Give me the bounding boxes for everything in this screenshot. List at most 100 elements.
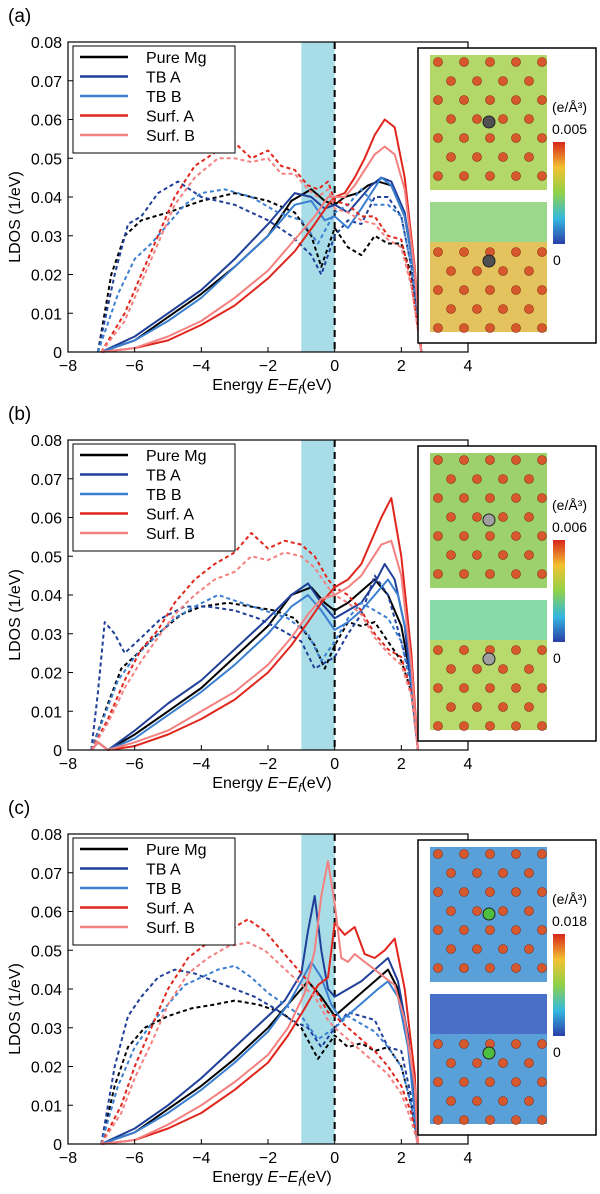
atom-marker xyxy=(433,531,443,541)
atom-marker xyxy=(446,664,456,674)
atom-marker xyxy=(446,76,456,86)
atom-marker xyxy=(524,474,534,484)
colorbar-max-label: 0.006 xyxy=(552,519,587,535)
atom-marker xyxy=(459,925,469,935)
atom-marker xyxy=(498,512,508,522)
x-tick-label: −2 xyxy=(259,358,277,375)
series-pure-mg-solid xyxy=(90,578,419,751)
atom-marker xyxy=(498,152,508,162)
atom-marker xyxy=(446,944,456,954)
atom-marker xyxy=(537,645,547,655)
atom-marker xyxy=(485,963,495,973)
legend-label: Pure Mg xyxy=(146,50,206,67)
x-tick-label: 2 xyxy=(397,756,406,773)
atom-marker xyxy=(511,849,521,859)
legend: Pure Mg TB A TB B Surf. A Surf. B xyxy=(72,443,236,552)
y-tick-label: 0.07 xyxy=(31,74,62,91)
solute-atom-marker xyxy=(482,115,496,129)
x-tick-label: −8 xyxy=(59,1150,77,1167)
atom-marker xyxy=(446,702,456,712)
atom-marker xyxy=(485,569,495,579)
atom-marker xyxy=(511,531,521,541)
x-axis-label: Energy E−Ef(eV) xyxy=(212,1169,331,1189)
x-tick-label: 4 xyxy=(464,756,473,773)
atom-marker xyxy=(537,1077,547,1087)
colorbar xyxy=(553,934,565,1036)
atom-marker xyxy=(537,849,547,859)
atom-marker xyxy=(472,944,482,954)
legend-label: Surf. A xyxy=(146,901,194,918)
x-axis-label-part: Energy xyxy=(212,775,267,792)
atom-marker xyxy=(446,474,456,484)
atom-marker xyxy=(524,1096,534,1106)
legend-label: Surf. A xyxy=(146,109,194,126)
series-tb-b-solid xyxy=(100,176,423,353)
y-tick-label: 0.03 xyxy=(31,627,62,644)
atom-marker xyxy=(524,868,534,878)
series-surf-a-dashed xyxy=(100,918,419,1145)
x-axis-label-part: Energy xyxy=(212,1169,267,1186)
y-tick-label: 0.04 xyxy=(31,588,62,605)
atom-marker xyxy=(537,721,547,731)
y-tick-label: 0.02 xyxy=(31,666,62,683)
atom-marker xyxy=(459,887,469,897)
legend-label: TB A xyxy=(146,468,181,485)
atom-marker xyxy=(485,721,495,731)
inset-vacuum-region xyxy=(430,994,547,1034)
atom-marker xyxy=(485,57,495,67)
atom-marker xyxy=(472,266,482,276)
atom-marker xyxy=(511,925,521,935)
atom-marker xyxy=(511,171,521,181)
atom-marker xyxy=(524,266,534,276)
atom-marker xyxy=(524,1058,534,1068)
atom-marker xyxy=(485,285,495,295)
x-tick-label: −2 xyxy=(259,756,277,773)
atom-marker xyxy=(511,645,521,655)
atom-marker xyxy=(498,550,508,560)
atom-marker xyxy=(511,1077,521,1087)
atom-marker xyxy=(472,152,482,162)
atom-marker xyxy=(485,1115,495,1125)
atom-marker xyxy=(459,963,469,973)
series-surf-a-dashed xyxy=(100,141,423,353)
colorbar xyxy=(553,142,565,244)
atom-marker xyxy=(433,849,443,859)
panel-a: (a) 0 0.01 0.02 0.03 0.04 0.05 0.06 0.07 0.08 −8 −6… xyxy=(7,6,597,397)
series-surf-a-solid xyxy=(101,922,419,1145)
atom-marker xyxy=(446,152,456,162)
y-tick-label: 0.04 xyxy=(31,982,62,999)
legend: Pure Mg TB A TB B Surf. A Surf. B xyxy=(72,837,236,946)
atom-marker xyxy=(433,1115,443,1125)
atom-marker xyxy=(446,114,456,124)
y-axis-label: LDOS (1/eV) xyxy=(7,963,24,1055)
x-tick-label: −8 xyxy=(59,358,77,375)
solute-atom-marker xyxy=(482,254,496,268)
legend-label: Surf. B xyxy=(146,526,195,543)
atom-marker xyxy=(433,285,443,295)
atom-marker xyxy=(446,304,456,314)
atom-marker xyxy=(511,683,521,693)
atom-marker xyxy=(537,455,547,465)
atom-marker xyxy=(511,285,521,295)
atom-marker xyxy=(511,1039,521,1049)
atom-marker xyxy=(433,95,443,105)
x-tick-label: 2 xyxy=(397,1150,406,1167)
atom-marker xyxy=(537,323,547,333)
y-tick-label: 0 xyxy=(53,345,62,362)
y-tick-label: 0 xyxy=(53,1137,62,1154)
atom-marker xyxy=(524,76,534,86)
x-tick-label: 0 xyxy=(330,358,339,375)
atom-marker xyxy=(498,304,508,314)
atom-marker xyxy=(537,247,547,257)
series-tb-b-dashed xyxy=(97,188,423,353)
atom-marker xyxy=(498,76,508,86)
atom-marker xyxy=(433,57,443,67)
atom-marker xyxy=(524,304,534,314)
atom-marker xyxy=(472,76,482,86)
atom-marker xyxy=(459,455,469,465)
atom-marker xyxy=(524,550,534,560)
x-axis-label-part: f xyxy=(298,781,303,795)
atom-marker xyxy=(537,531,547,541)
series-tb-a-solid xyxy=(100,176,423,353)
atom-marker xyxy=(459,1115,469,1125)
